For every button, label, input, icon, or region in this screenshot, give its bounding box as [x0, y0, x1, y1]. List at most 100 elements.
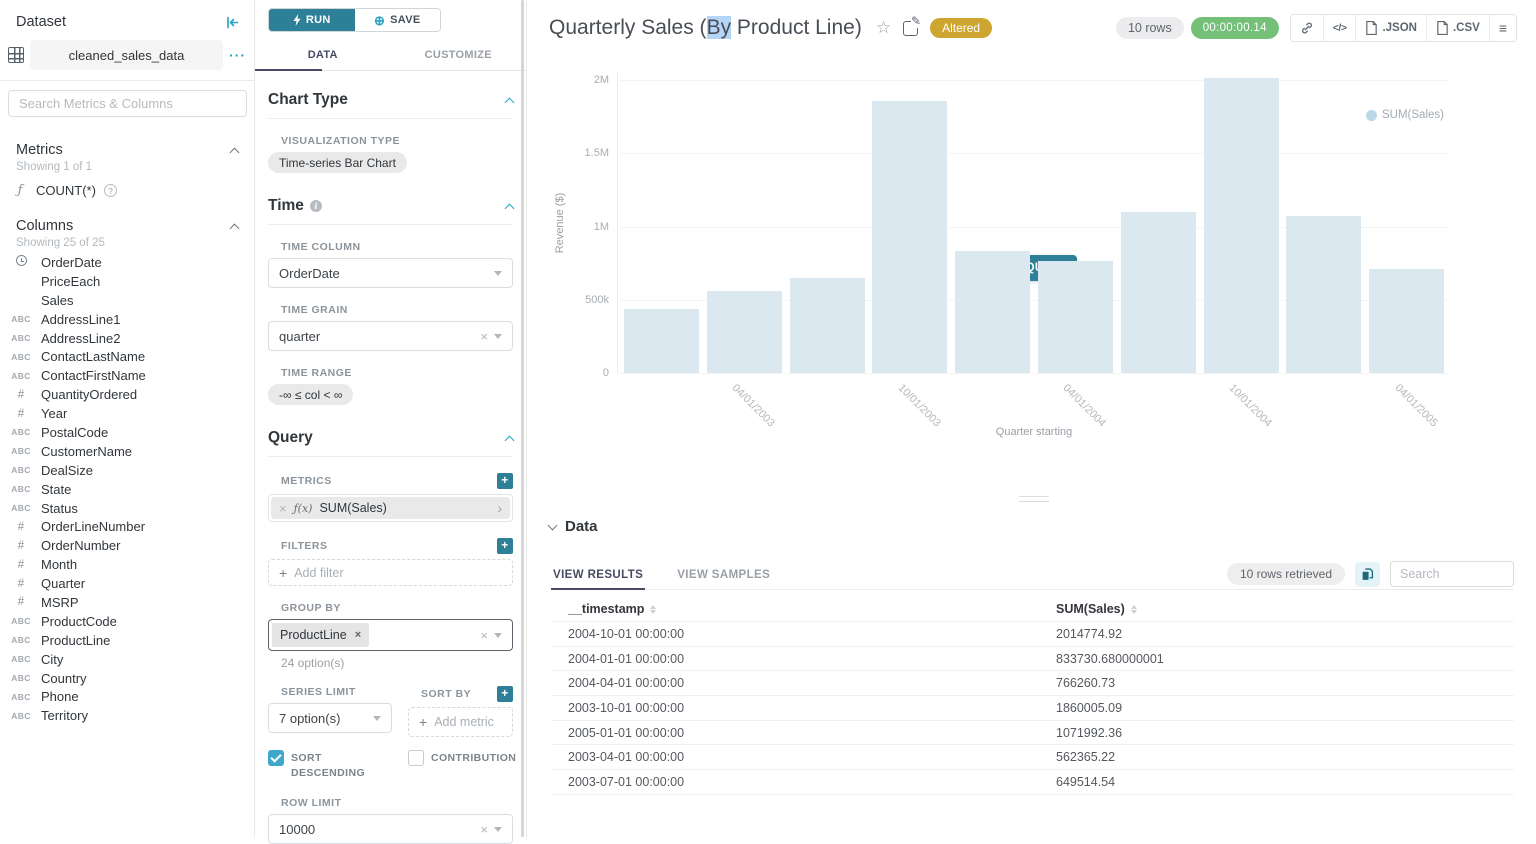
visualization-type-value[interactable]: Time-series Bar Chart — [268, 152, 407, 173]
chart-title[interactable]: Quarterly Sales (By Product Line) — [549, 16, 862, 40]
checkbox-checked-icon[interactable] — [268, 750, 284, 766]
collapse-panel-icon[interactable] — [225, 15, 240, 30]
results-search-input[interactable] — [1390, 561, 1514, 587]
tab-view-samples[interactable]: VIEW SAMPLES — [675, 563, 772, 589]
panel-scrollbar[interactable] — [521, 0, 524, 837]
checkbox-unchecked-icon[interactable] — [408, 750, 424, 766]
column-header-sum-sales[interactable]: SUM(Sales) — [1056, 602, 1514, 616]
edit-properties-icon[interactable] — [903, 21, 918, 36]
time-column-select[interactable]: OrderDate — [268, 258, 513, 288]
add-filter-button[interactable]: + — [497, 538, 513, 554]
tab-view-results[interactable]: VIEW RESULTS — [551, 563, 645, 589]
collapse-time-icon[interactable] — [505, 203, 515, 213]
bar-2003-10-01[interactable] — [872, 101, 947, 373]
metrics-columns-search-input[interactable] — [8, 90, 247, 117]
dataset-more-icon[interactable]: ··· — [229, 47, 246, 63]
export-json-button[interactable]: .JSON — [1355, 15, 1426, 41]
add-filter-dropzone[interactable]: + Add filter — [268, 559, 513, 586]
column-list-item[interactable]: #Year — [0, 404, 254, 423]
column-list-item[interactable]: #MSRP — [0, 593, 254, 612]
collapse-query-icon[interactable] — [505, 435, 515, 445]
dataset-name[interactable]: cleaned_sales_data — [30, 40, 223, 70]
data-section-header[interactable]: Data — [549, 518, 598, 535]
clear-icon[interactable]: × — [480, 629, 488, 642]
clear-icon[interactable]: × — [480, 823, 488, 836]
bar-2004-04-01[interactable] — [1038, 261, 1113, 373]
add-sort-metric-dropzone[interactable]: + Add metric — [408, 707, 513, 737]
column-list-item[interactable]: #Quarter — [0, 574, 254, 593]
add-metric-button[interactable]: + — [497, 473, 513, 489]
bar-2003-07-01[interactable] — [790, 278, 865, 373]
column-list-item[interactable]: PriceEach — [0, 272, 254, 291]
collapse-columns-icon[interactable] — [230, 223, 240, 233]
contribution-checkbox[interactable]: CONTRIBUTION — [408, 749, 516, 781]
tab-data[interactable]: DATA — [255, 45, 391, 70]
metric-item[interactable]: ƒ COUNT(*) ? — [0, 177, 254, 202]
remove-metric-icon[interactable]: × — [279, 502, 287, 515]
time-grain-select[interactable]: quarter × — [268, 321, 513, 351]
column-list-item[interactable]: OrderDate — [0, 253, 254, 272]
sort-icon[interactable] — [650, 605, 656, 614]
series-limit-select[interactable]: 7 option(s) — [268, 703, 392, 733]
run-button[interactable]: RUN — [269, 9, 355, 31]
clear-icon[interactable]: × — [480, 330, 488, 343]
save-button[interactable]: ⊕ SAVE — [355, 9, 441, 31]
collapse-chart-type-icon[interactable] — [505, 97, 515, 107]
column-list-item[interactable]: #QuantityOrdered — [0, 385, 254, 404]
export-csv-button[interactable]: .CSV — [1426, 15, 1489, 41]
bar-2003-01-01[interactable] — [624, 309, 699, 373]
copy-data-button[interactable] — [1355, 562, 1380, 587]
add-sort-metric-button[interactable]: + — [497, 686, 513, 702]
column-list-item[interactable]: #OrderLineNumber — [0, 517, 254, 536]
time-range-value[interactable]: -∞ ≤ col < ∞ — [268, 384, 353, 405]
group-by-select[interactable]: ProductLine × × — [268, 619, 513, 651]
metric-chip[interactable]: × ƒ(x) SUM(Sales) › — [271, 497, 510, 519]
chart-menu-button[interactable]: ≡ — [1489, 15, 1516, 41]
copy-link-button[interactable] — [1291, 15, 1323, 41]
column-list-item[interactable]: #Month — [0, 555, 254, 574]
sort-descending-checkbox[interactable]: SORT DESCENDING — [268, 749, 392, 781]
bar-2004-01-01[interactable] — [955, 251, 1030, 373]
resize-drag-handle[interactable] — [1019, 496, 1049, 502]
remove-chip-icon[interactable]: × — [355, 629, 361, 641]
collapse-metrics-icon[interactable] — [230, 147, 240, 157]
bar-2005-04-01[interactable] — [1369, 269, 1444, 373]
bar-2004-10-01[interactable] — [1204, 78, 1279, 373]
tab-customize[interactable]: CUSTOMIZE — [391, 45, 527, 70]
row-limit-select[interactable]: 10000 × — [268, 814, 513, 844]
bar-2004-07-01[interactable] — [1121, 212, 1196, 373]
column-list-item[interactable]: #OrderNumber — [0, 536, 254, 555]
favorite-star-icon[interactable]: ☆ — [876, 18, 891, 38]
altered-badge[interactable]: Altered — [930, 18, 992, 38]
column-list-item[interactable]: Sales — [0, 291, 254, 310]
metric-help-icon[interactable]: ? — [104, 184, 117, 197]
sort-icon[interactable] — [1131, 605, 1137, 614]
bar-2003-04-01[interactable] — [707, 291, 782, 373]
bar-2005-01-01[interactable] — [1286, 216, 1361, 373]
embed-code-button[interactable]: </> — [1323, 15, 1356, 41]
column-header-timestamp[interactable]: __timestamp — [551, 602, 1056, 616]
chart-legend[interactable]: SUM(Sales) — [1366, 109, 1444, 121]
